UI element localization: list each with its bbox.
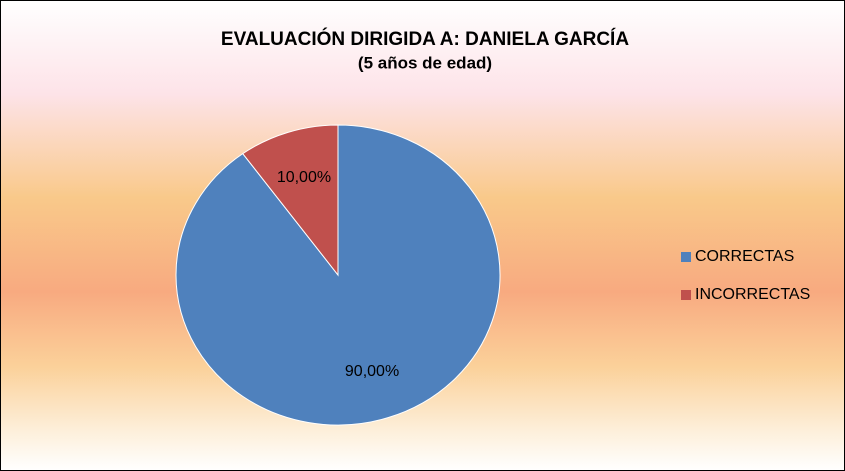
- legend-label: CORRECTAS: [695, 248, 794, 265]
- chart-title: EVALUACIÓN DIRIGIDA A: DANIELA GARCÍA: [221, 28, 629, 50]
- pie-slice: [242, 124, 339, 277]
- data-label: 90,00%: [345, 363, 399, 380]
- chart-subtitle: (5 años de edad): [358, 53, 492, 72]
- legend-label: INCORRECTAS: [695, 286, 810, 303]
- data-label: 10,00%: [277, 169, 331, 186]
- legend-swatch: [681, 252, 691, 262]
- legend-swatch: [681, 290, 691, 300]
